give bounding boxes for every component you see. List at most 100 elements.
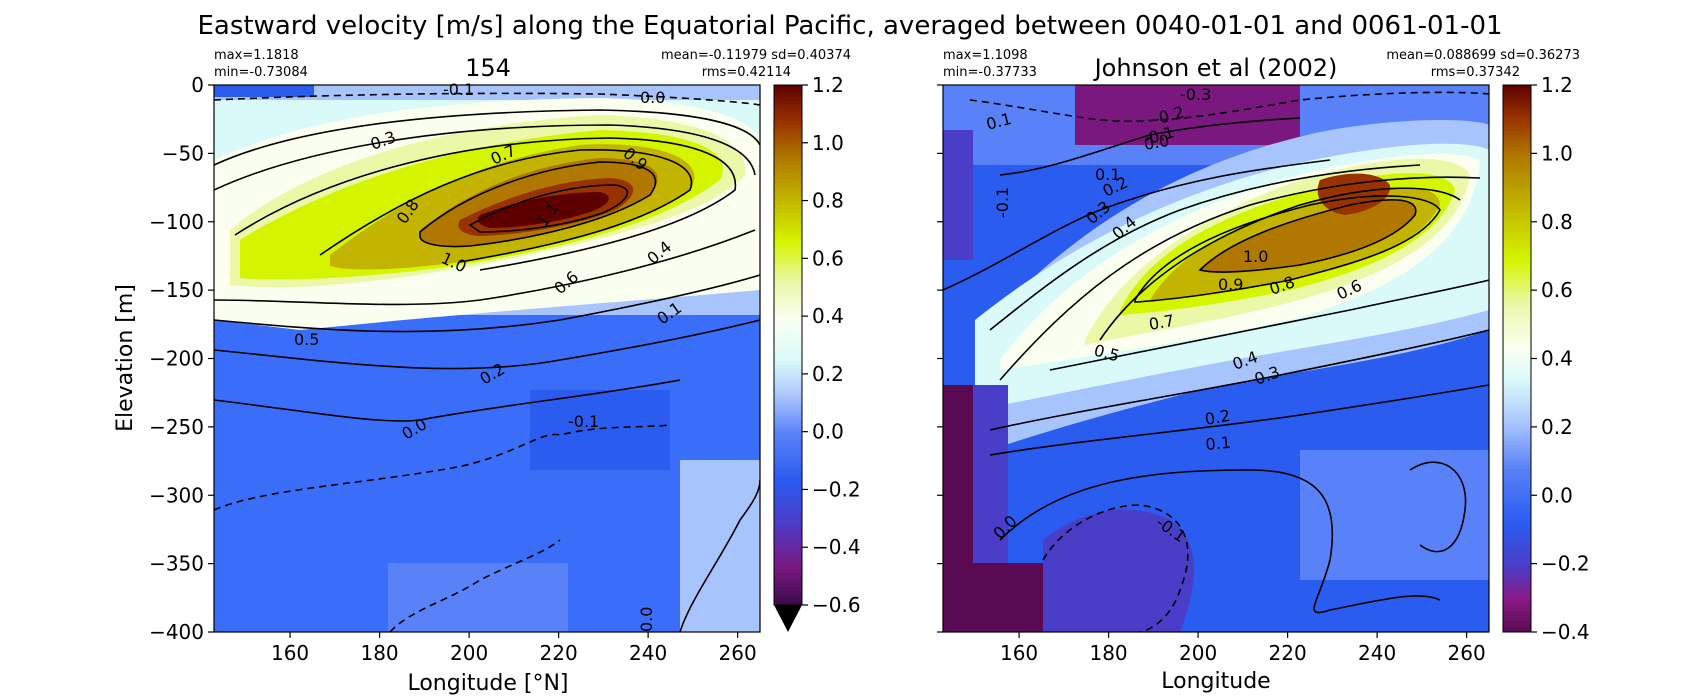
figure-title: Eastward velocity [m/s] along the Equato… bbox=[197, 11, 1502, 41]
colorbar-tick-label: 1.2 bbox=[812, 73, 844, 97]
contour-0.0-deep bbox=[999, 469, 1441, 614]
x-tick-label: 180 bbox=[1089, 641, 1127, 665]
contour-label: -0.1 bbox=[993, 187, 1012, 218]
x-tick-label: 220 bbox=[1269, 641, 1307, 665]
contour-1.1 bbox=[468, 184, 629, 233]
contour-surface-neg bbox=[214, 92, 760, 106]
x-axis-label: Longitude bbox=[1161, 669, 1270, 694]
x-tick-label: 240 bbox=[629, 641, 667, 665]
colorbar-tick-label: 0.2 bbox=[812, 362, 844, 386]
contour-0.1-deep bbox=[989, 384, 1489, 456]
x-tick-label: 200 bbox=[450, 641, 488, 665]
stat-min: min=-0.37733 bbox=[943, 65, 1037, 80]
colorbar-tick-label: 0.2 bbox=[1541, 415, 1573, 439]
contour-0.0-east bbox=[679, 479, 760, 632]
colorbar-tick-label: −0.4 bbox=[1541, 620, 1590, 644]
contour-neg-0.1 bbox=[214, 424, 671, 511]
contour-0.1 bbox=[943, 159, 1331, 291]
contour-east-loop bbox=[1409, 461, 1467, 553]
x-tick-label: 260 bbox=[1448, 641, 1486, 665]
colorbar-tick-label: 0.6 bbox=[812, 246, 844, 270]
field-patch-c bbox=[530, 390, 670, 470]
contour-label: 0.9 bbox=[1218, 275, 1243, 294]
contour-label: 0.1 bbox=[1095, 165, 1120, 184]
field-patch-b bbox=[680, 460, 760, 632]
y-axis-ticks: 0 −50 −100 −150 −200 −250 −300 −350 −400 bbox=[149, 73, 214, 644]
contour-label: -0.3 bbox=[1180, 85, 1211, 104]
stat-max: max=1.1098 bbox=[943, 48, 1028, 63]
contour-label: 0.0 bbox=[640, 88, 665, 107]
stat-mean-sd: mean=0.088699 sd=0.36273 bbox=[1386, 48, 1580, 63]
contour-label: 0.7 bbox=[1147, 311, 1175, 334]
colorbar-ticks: 1.2 1.0 0.8 0.6 0.4 0.2 0.0 −0.2 −0.4 bbox=[1531, 73, 1590, 644]
colorbar-tick-label: 0.0 bbox=[1541, 483, 1573, 507]
heatmap-right bbox=[943, 85, 1489, 632]
x-tick-label: 180 bbox=[360, 641, 398, 665]
y-tick-label: −200 bbox=[149, 347, 204, 371]
stat-max: max=1.1818 bbox=[214, 48, 299, 63]
contour-label: 0.1 bbox=[1205, 433, 1232, 454]
colorbar-tick-label: −0.2 bbox=[1541, 552, 1590, 576]
stat-min: min=-0.73084 bbox=[214, 65, 308, 80]
stat-mean-sd: mean=-0.11979 sd=0.40374 bbox=[661, 48, 851, 63]
y-axis-ticks bbox=[937, 84, 943, 633]
x-axis-ticks: 160 180 200 220 240 260 bbox=[271, 632, 757, 665]
stat-rms: rms=0.37342 bbox=[1431, 65, 1520, 80]
field-deep-violet bbox=[1043, 509, 1194, 632]
contour-label: 0.2 bbox=[1203, 406, 1231, 429]
colorbar-tick-label: −0.4 bbox=[812, 535, 861, 559]
y-tick-label: −250 bbox=[149, 415, 204, 439]
panel-right: -0.3 -0.2 -0.1 0.0 0.1 0.1 -0.1 0.2 0.3 … bbox=[937, 48, 1590, 694]
contour-0.1 bbox=[214, 319, 760, 370]
y-tick-label: −350 bbox=[149, 552, 204, 576]
contour-0.5 bbox=[214, 229, 756, 306]
x-tick-label: 200 bbox=[1179, 641, 1217, 665]
colorbar-ticks: 1.2 1.0 0.8 0.6 0.4 0.2 0.0 −0.2 −0.4 −0.6 bbox=[802, 73, 861, 617]
colorbar-tick-label: −0.2 bbox=[812, 477, 861, 501]
colorbar-tick-label: 1.0 bbox=[1541, 141, 1573, 165]
x-tick-label: 260 bbox=[719, 641, 757, 665]
colorbar-tick-label: 0.4 bbox=[812, 304, 844, 328]
colorbar-tick-label: 1.0 bbox=[812, 131, 844, 155]
colorbar-left bbox=[773, 84, 803, 606]
heatmap-left bbox=[214, 85, 760, 632]
colorbar-tick-label: 0.0 bbox=[812, 420, 844, 444]
stat-rms: rms=0.42114 bbox=[702, 65, 791, 80]
contour-0.0-top bbox=[999, 117, 1301, 176]
colorbar-tick-label: 0.4 bbox=[1541, 347, 1573, 371]
field-purple-top bbox=[1075, 85, 1300, 145]
field-surface-strip bbox=[214, 85, 314, 97]
y-tick-label: −400 bbox=[149, 620, 204, 644]
contour-0.4 bbox=[1099, 187, 1461, 341]
field-deep-patch bbox=[1300, 450, 1489, 580]
field-violet-left bbox=[943, 130, 973, 260]
field-core bbox=[477, 192, 609, 228]
colorbar-tick-label: −0.6 bbox=[812, 593, 861, 617]
contour-label: 0.5 bbox=[294, 330, 319, 349]
contour-0.2-deep bbox=[989, 329, 1489, 431]
colorbar-tick-label: 0.8 bbox=[1541, 210, 1573, 234]
contour-0.2 bbox=[214, 274, 760, 333]
colorbar-tick-label: 1.2 bbox=[1541, 73, 1573, 97]
subplot-title: Johnson et al (2002) bbox=[1093, 54, 1338, 82]
field-orange bbox=[1200, 199, 1416, 273]
contour-neg-top bbox=[969, 91, 1489, 122]
contour-neg-0.1-deep bbox=[1042, 504, 1189, 632]
y-tick-label: 0 bbox=[191, 73, 204, 97]
x-tick-label: 240 bbox=[1358, 641, 1396, 665]
y-axis-label: Elevation [m] bbox=[113, 284, 138, 432]
x-tick-label: 160 bbox=[271, 641, 309, 665]
contour-0.8 bbox=[1134, 195, 1441, 303]
contour-0.3 bbox=[999, 176, 1481, 381]
contour-0.2 bbox=[989, 164, 1421, 331]
contour-0.0 bbox=[214, 379, 681, 422]
contour-0.8 bbox=[319, 149, 693, 263]
contour-0.4 bbox=[214, 124, 756, 191]
colorbar-tick-label: 0.6 bbox=[1541, 278, 1573, 302]
contour-1.0 bbox=[419, 161, 657, 248]
colorbar-tick-label: 0.8 bbox=[812, 189, 844, 213]
y-tick-label: −150 bbox=[149, 278, 204, 302]
field-patch-a bbox=[388, 563, 568, 632]
y-tick-label: −300 bbox=[149, 483, 204, 507]
